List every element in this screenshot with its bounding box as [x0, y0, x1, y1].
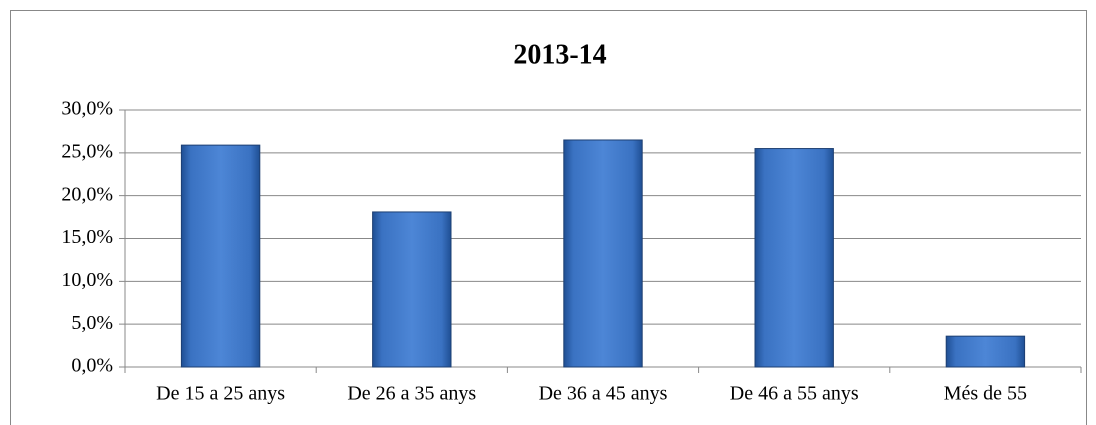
- chart-frame: [10, 10, 1087, 425]
- x-tick-label: Més de 55: [944, 383, 1027, 405]
- x-tick-label: De 15 a 25 anys: [156, 383, 285, 405]
- y-tick-label: 10,0%: [61, 269, 113, 291]
- y-tick-label: 15,0%: [61, 226, 113, 248]
- bar: [372, 211, 452, 368]
- x-tick-label: De 36 a 45 anys: [539, 383, 668, 405]
- y-tick-label: 25,0%: [61, 140, 113, 162]
- bar: [180, 144, 261, 368]
- x-tick-label: De 26 a 35 anys: [347, 383, 476, 405]
- chart-title: 2013-14: [513, 39, 606, 70]
- x-tick-label: De 46 a 55 anys: [730, 383, 859, 405]
- bar: [945, 335, 1026, 368]
- bar: [754, 148, 834, 368]
- y-tick-label: 0,0%: [71, 355, 113, 377]
- bar: [563, 139, 643, 368]
- y-tick-label: 30,0%: [61, 98, 113, 120]
- y-tick-label: 5,0%: [71, 312, 113, 334]
- y-tick-label: 20,0%: [61, 183, 113, 205]
